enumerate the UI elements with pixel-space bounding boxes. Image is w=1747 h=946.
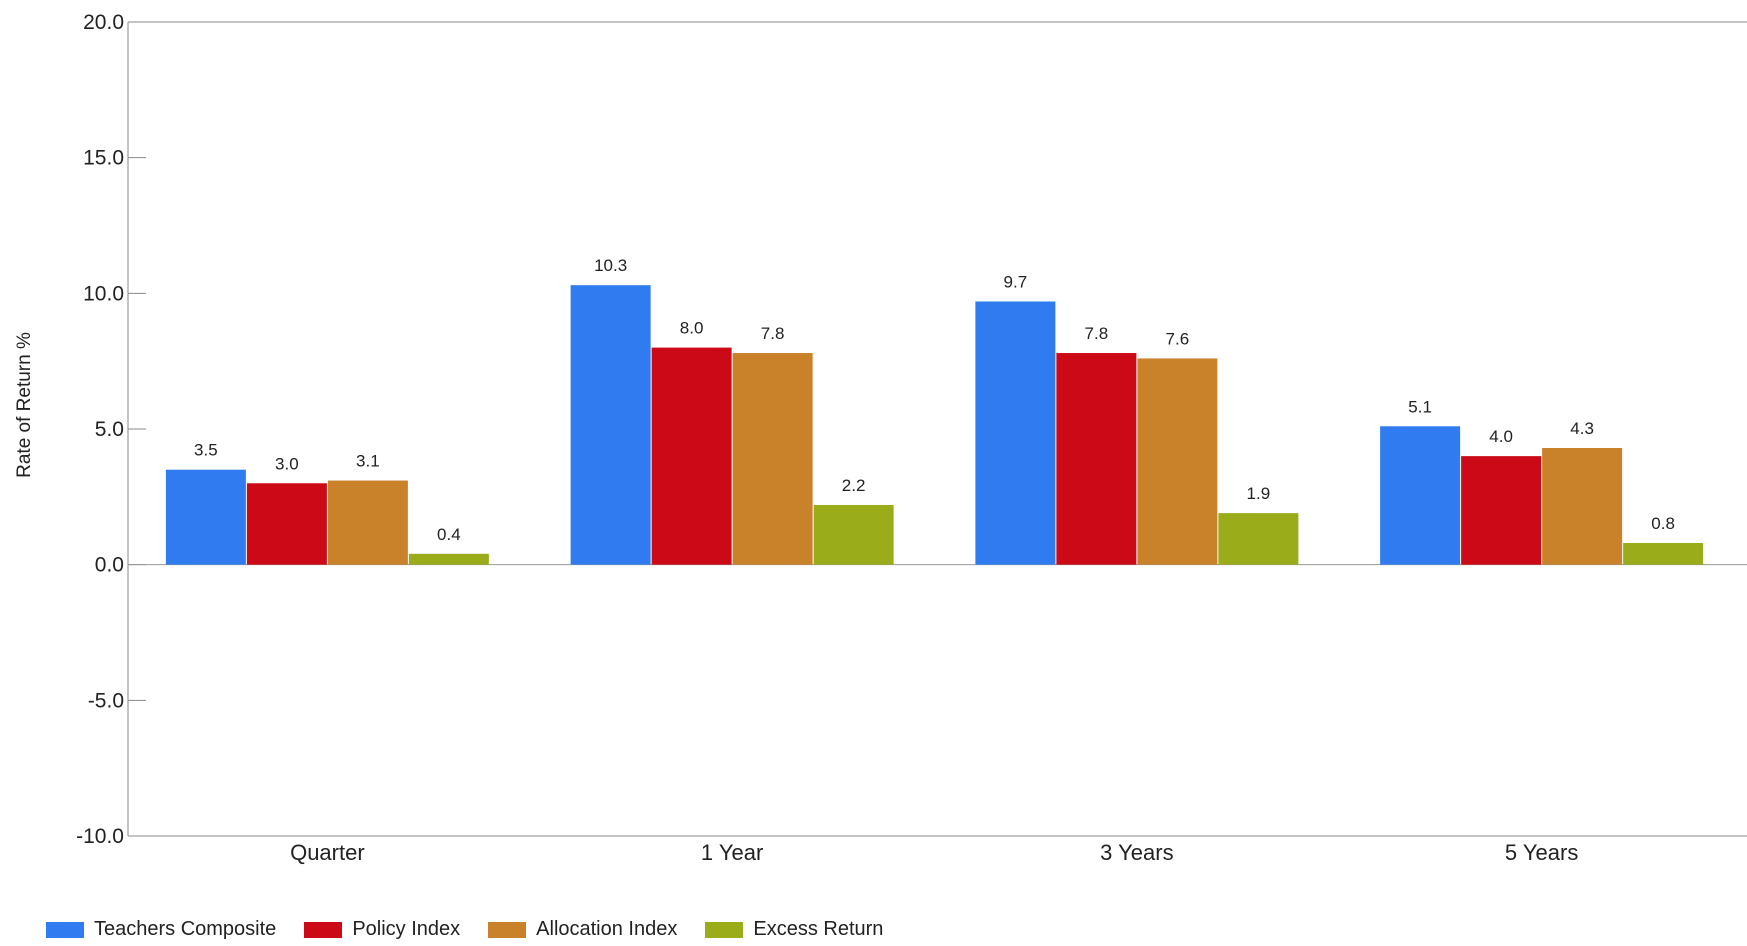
x-category-label: 3 Years [1100, 840, 1173, 865]
y-tick-label: 20.0 [83, 11, 124, 34]
data-label: 10.3 [594, 256, 627, 275]
bar [1137, 358, 1218, 565]
bar [651, 347, 732, 565]
bar [570, 285, 651, 565]
bar [1623, 542, 1704, 565]
y-tick-label: 0.0 [95, 554, 124, 577]
data-label: 7.8 [761, 324, 785, 343]
data-label: 7.8 [1085, 324, 1109, 343]
y-tick-label: -10.0 [76, 825, 124, 848]
bar [1542, 447, 1623, 565]
data-label: 3.1 [356, 452, 380, 471]
bar [1218, 513, 1299, 565]
legend-label: Teachers Composite [94, 918, 277, 940]
data-label: 4.3 [1570, 419, 1594, 438]
data-label: 4.0 [1489, 427, 1513, 446]
data-label: 8.0 [680, 319, 704, 338]
legend-swatch [46, 921, 84, 938]
bar [246, 483, 327, 565]
bar [408, 553, 489, 565]
x-category-label: 1 Year [701, 840, 763, 865]
data-label: 0.4 [437, 525, 461, 544]
legend: Teachers Composite Policy Index Allocation… [46, 918, 911, 941]
bar [1461, 456, 1542, 565]
data-label: 7.6 [1166, 329, 1190, 348]
legend-item: Teachers Composite [46, 918, 276, 941]
legend-label: Policy Index [352, 918, 461, 940]
bar [165, 469, 246, 565]
bar [1380, 426, 1461, 565]
bar [732, 353, 813, 565]
legend-item: Policy Index [304, 918, 460, 941]
data-label: 1.9 [1247, 484, 1271, 503]
bar [1056, 353, 1137, 565]
y-tick-label: 5.0 [95, 418, 124, 441]
legend-label: Allocation Index [536, 918, 678, 940]
legend-item: Excess Return [705, 918, 883, 941]
y-tick-label: 10.0 [83, 282, 124, 305]
data-label: 0.8 [1651, 514, 1675, 533]
legend-item: Allocation Index [488, 918, 677, 941]
data-label: 2.2 [842, 476, 866, 495]
legend-label: Excess Return [753, 918, 884, 940]
data-label: 3.0 [275, 454, 299, 473]
x-category-label: Quarter [290, 840, 365, 865]
data-label: 5.1 [1408, 397, 1432, 416]
bar [327, 480, 408, 565]
y-axis-title: Rate of Return % [14, 332, 35, 478]
legend-swatch [304, 921, 343, 938]
legend-swatch [705, 921, 744, 938]
data-label: 9.7 [1004, 272, 1028, 291]
bar [813, 504, 894, 565]
x-category-label: 5 Years [1505, 840, 1578, 865]
y-tick-label: -5.0 [88, 689, 124, 712]
legend-swatch [488, 921, 527, 938]
data-label: 3.5 [194, 441, 218, 460]
y-tick-label: 15.0 [83, 147, 124, 170]
bar [975, 301, 1056, 565]
